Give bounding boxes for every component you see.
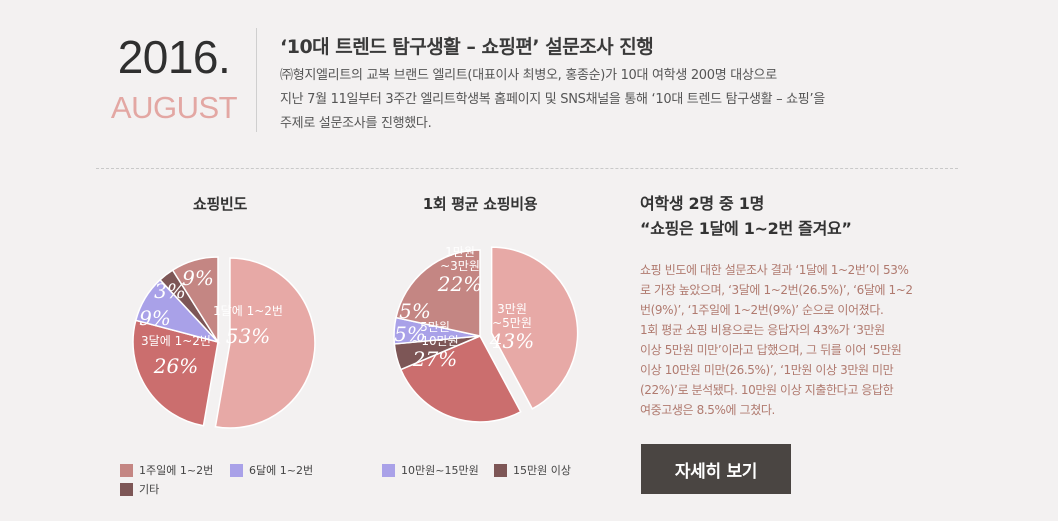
legend-item: 기타 bbox=[120, 481, 159, 497]
chart-title-cost: 1회 평균 쇼핑비용 bbox=[422, 195, 538, 213]
summary-line: (22%)’로 분석됐다. 10만원 이상 지출한다고 응답한 bbox=[640, 383, 894, 397]
legend-item: 15만원 이상 bbox=[494, 462, 571, 478]
month-label: AUGUST bbox=[110, 90, 238, 125]
pie-slice bbox=[490, 246, 579, 410]
slice-name-label: 5만원 bbox=[420, 320, 450, 334]
intro-line: ㈜형지엘리트의 교복 브랜드 엘리트(대표이사 최병오, 홍종순)가 10대 여… bbox=[280, 68, 777, 83]
slice-name-label: ~5만원 bbox=[492, 316, 532, 330]
legend-label: 1주일에 1~2번 bbox=[139, 464, 214, 477]
legend-label: 10만원~15만원 bbox=[401, 464, 479, 477]
year-label: 2016. bbox=[117, 31, 231, 83]
slice-name-label: 1달에 1~2번 bbox=[213, 304, 283, 318]
article-headline: ‘10대 트렌드 탐구생활 – 쇼핑편’ 설문조사 진행 bbox=[280, 36, 654, 58]
slice-name-label: ~3만원 bbox=[440, 259, 480, 273]
section-divider bbox=[96, 168, 958, 169]
slice-value-label: 43% bbox=[489, 329, 534, 353]
frequency-legend: 1주일에 1~2번 6달에 1~2번 기타 bbox=[120, 462, 340, 502]
summary-line: 여중고생은 8.5%에 그쳤다. bbox=[640, 403, 775, 417]
summary-line: 이상 10만원 미만(26.5%)’, ‘1만원 이상 3만원 미만 bbox=[640, 363, 894, 377]
summary-heading: 여학생 2명 중 1명 bbox=[640, 194, 764, 213]
slice-value-label: 53% bbox=[226, 324, 270, 348]
slice-value-label: 9% bbox=[139, 306, 171, 330]
legend-swatch bbox=[120, 482, 133, 496]
legend-swatch bbox=[230, 463, 243, 477]
slice-name-label: 3만원 bbox=[497, 302, 527, 316]
summary-line: 이상 5만원 미만’이라고 답했으며, 그 뒤를 이어 ‘5만원 bbox=[640, 343, 902, 357]
legend-label: 6달에 1~2번 bbox=[249, 464, 314, 477]
summary-quote: “쇼핑은 1달에 1~2번 즐겨요” bbox=[640, 219, 852, 238]
legend-item: 10만원~15만원 bbox=[382, 462, 479, 478]
slice-value-label: 22% bbox=[437, 272, 482, 296]
pie-slice bbox=[214, 257, 316, 429]
slice-name-label: ~10만원 bbox=[411, 334, 458, 348]
pie-slice bbox=[132, 319, 219, 427]
legend-swatch bbox=[120, 463, 133, 477]
intro-line: 주제로 설문조사를 진행했다. bbox=[280, 116, 432, 131]
slice-value-label: 5% bbox=[399, 299, 431, 323]
slice-name-label: 1만원 bbox=[445, 245, 475, 259]
summary-line: 번(9%)’, ‘1주일에 1~2번(9%)’ 순으로 이어졌다. bbox=[640, 303, 884, 317]
legend-swatch bbox=[382, 463, 395, 477]
legend-label: 15만원 이상 bbox=[513, 464, 571, 477]
slice-value-label: 5% bbox=[394, 322, 426, 346]
slice-value-label: 27% bbox=[412, 347, 457, 371]
slice-value-label: 9% bbox=[182, 266, 214, 290]
slice-value-label: 26% bbox=[153, 354, 198, 378]
slice-name-label: 3달에 1~2번 bbox=[141, 334, 211, 348]
pie-slice bbox=[395, 249, 481, 337]
intro-line: 지난 7월 11일부터 3주간 엘리트학생복 홈페이지 및 SNS채널을 통해 … bbox=[280, 92, 825, 107]
summary-body: 쇼핑 빈도에 대한 설문조사 결과 ‘1달에 1~2번’이 53% 로 가장 높… bbox=[640, 260, 966, 420]
legend-label: 기타 bbox=[139, 483, 160, 496]
chart-title-frequency: 쇼핑빈도 bbox=[192, 195, 247, 213]
slice-value-label: 3% bbox=[154, 279, 186, 303]
legend-swatch bbox=[494, 463, 507, 477]
article-intro: ㈜형지엘리트의 교복 브랜드 엘리트(대표이사 최병오, 홍종순)가 10대 여… bbox=[280, 64, 980, 136]
summary-line: 1회 평균 쇼핑 비용으로는 응답자의 43%가 ‘3만원 bbox=[640, 323, 885, 337]
view-details-button[interactable]: 자세히 보기 bbox=[641, 444, 791, 494]
legend-item: 6달에 1~2번 bbox=[230, 462, 313, 478]
pie-slice bbox=[171, 256, 219, 345]
summary-line: 로 가장 높았으며, ‘3달에 1~2번(26.5%)’, ‘6달에 1~2 bbox=[640, 283, 913, 297]
cost-legend: 10만원~15만원 15만원 이상 bbox=[382, 462, 602, 482]
summary-line: 쇼핑 빈도에 대한 설문조사 결과 ‘1달에 1~2번’이 53% bbox=[640, 263, 909, 277]
legend-item: 1주일에 1~2번 bbox=[120, 462, 213, 478]
header-divider bbox=[256, 28, 257, 132]
